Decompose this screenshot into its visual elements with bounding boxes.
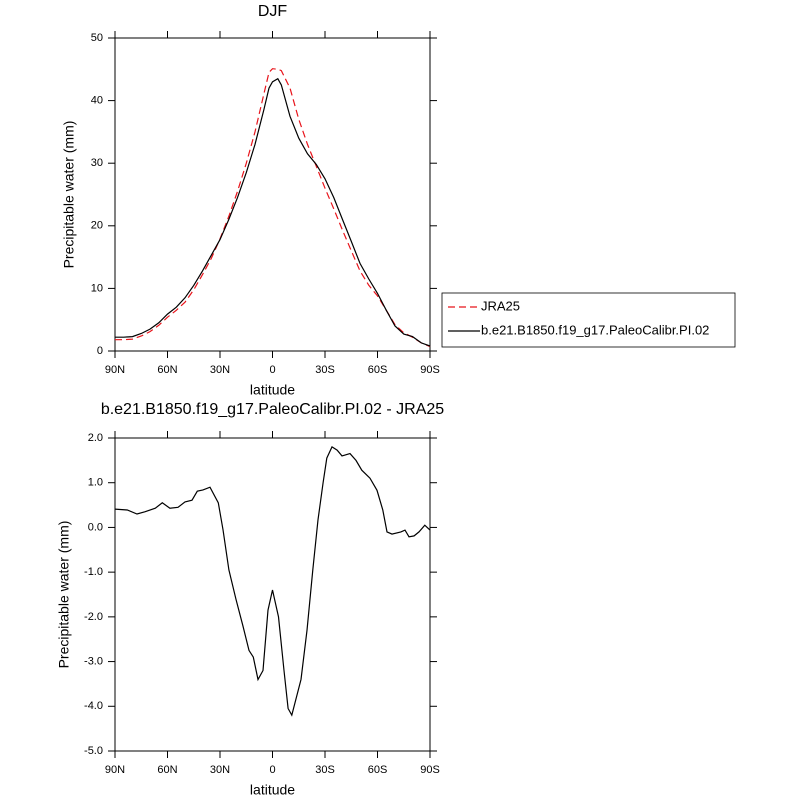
x-tick-label: 60N [157,364,177,376]
x-tick-label: 60S [368,764,388,776]
legend-label: b.e21.B1850.f19_g17.PaleoCalibr.PI.02 [481,322,709,337]
y-tick-label: 20 [91,220,103,232]
x-tick-label: 30N [210,364,230,376]
x-tick-label: 0 [269,364,275,376]
x-axis-label: latitude [250,782,295,798]
y-tick-label: 2.0 [88,432,103,444]
legend-label: JRA25 [481,298,520,313]
x-tick-label: 60N [157,764,177,776]
y-axis-label: Precipitable water (mm) [56,521,72,669]
y-tick-label: -5.0 [84,745,103,757]
data-line [115,68,431,348]
y-tick-label: -2.0 [84,611,103,623]
y-tick-label: -1.0 [84,566,103,578]
plot-frame [114,437,431,752]
x-tick-label: 30S [315,764,335,776]
chart-title: b.e21.B1850.f19_g17.PaleoCalibr.PI.02 - … [101,401,444,418]
x-axis-label: latitude [250,382,295,398]
data-line [114,446,431,717]
y-tick-label: -4.0 [84,700,103,712]
x-tick-label: 0 [269,764,275,776]
y-tick-label: 1.0 [88,477,103,489]
y-tick-label: 40 [91,95,103,107]
y-tick-label: 50 [91,32,103,44]
chart-title: DJF [258,3,288,20]
x-tick-label: 90S [420,764,440,776]
y-tick-label: 0.0 [88,521,103,533]
plot-frame [114,37,431,352]
x-tick-label: 90N [105,364,125,376]
x-tick-label: 90S [420,364,440,376]
y-tick-label: 30 [91,157,103,169]
legend-box [441,292,736,348]
y-tick-label: 0 [97,345,103,357]
x-tick-label: 90N [105,764,125,776]
data-line [115,77,431,347]
x-tick-label: 30S [315,364,335,376]
y-tick-label: 10 [91,282,103,294]
x-tick-label: 60S [368,364,388,376]
y-axis-label: Precipitable water (mm) [61,121,77,269]
x-tick-label: 30N [210,764,230,776]
y-tick-label: -3.0 [84,655,103,667]
